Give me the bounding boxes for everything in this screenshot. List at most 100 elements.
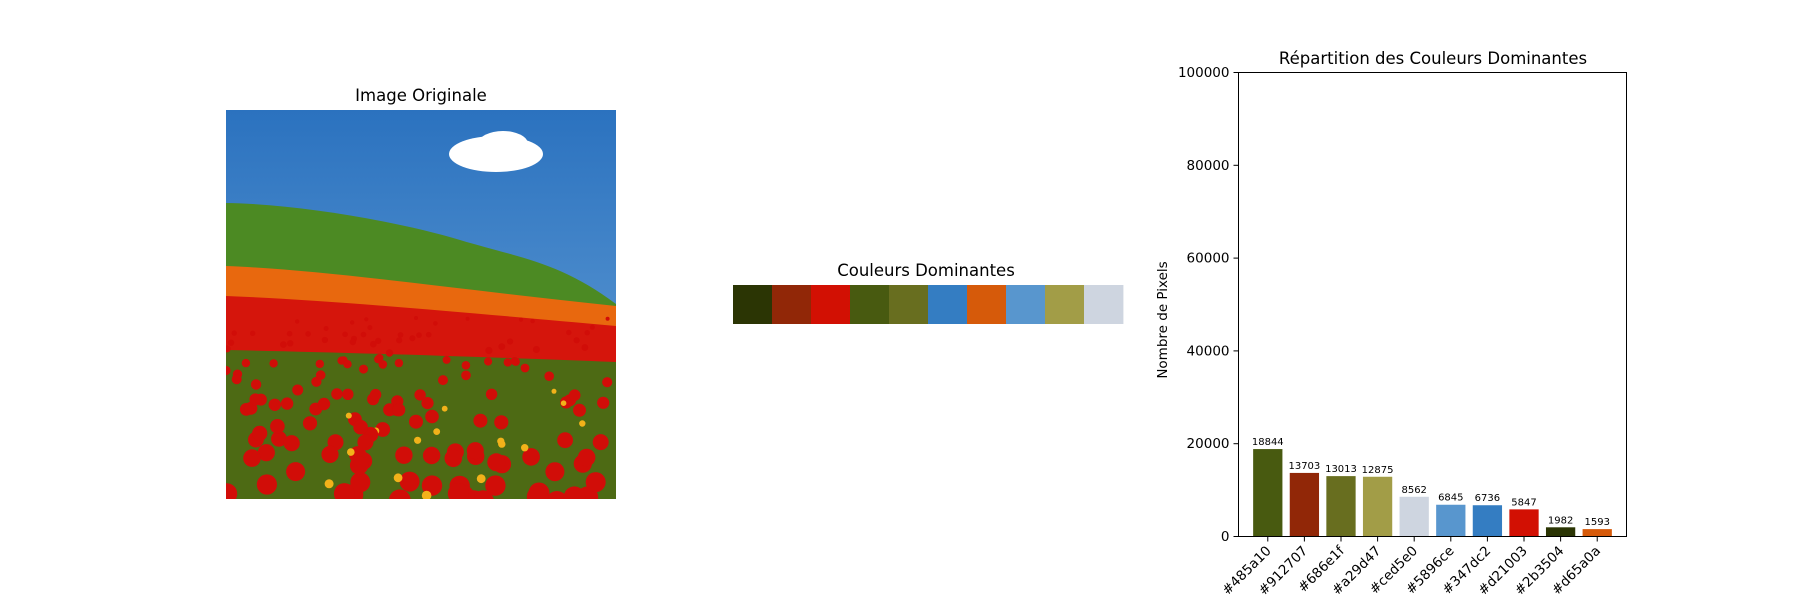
poppy-flower [226, 483, 238, 499]
bars: 18844 13703 13013 12875 8562 6845 6736 5847 1982… [1252, 437, 1612, 537]
poppy-flower [349, 456, 369, 475]
palette-strip [733, 285, 1124, 324]
bar-value-label: 18844 [1252, 437, 1284, 448]
poppy-flower [286, 462, 306, 482]
poppy-flower [226, 365, 231, 376]
poppy-flower [421, 397, 434, 410]
poppy-flower [342, 388, 354, 400]
poppy-flower [530, 318, 535, 324]
bar-value-label: 1593 [1584, 517, 1609, 528]
poppy-flower [522, 448, 540, 466]
poppy-flower [283, 435, 300, 452]
poppy-flower [231, 374, 242, 385]
poppy-flower [350, 320, 355, 325]
bar [1326, 476, 1356, 537]
yellow-flower [497, 437, 505, 445]
poppy-flower [375, 422, 391, 437]
poppy-flower [227, 339, 235, 346]
y-tick-label: 80000 [1187, 158, 1230, 174]
bar [1472, 505, 1503, 537]
poppy-flower [498, 343, 506, 350]
palette-swatch [850, 285, 890, 324]
poppy-flower [333, 483, 355, 499]
palette-swatch [1045, 285, 1085, 324]
bar-value-label: 6736 [1475, 493, 1500, 504]
poppy-flower [461, 370, 471, 381]
bar-chart: Répartition des Couleurs Dominantes Nomb… [1155, 49, 1627, 599]
cloud [449, 131, 543, 172]
poppy-flower [280, 341, 287, 348]
y-axis: 0 20000 40000 60000 80000 100000 [1178, 65, 1239, 545]
poppy-flower [447, 483, 469, 499]
poppy-flower [494, 415, 509, 430]
yellow-flower [393, 473, 403, 483]
poppy-flower [292, 384, 304, 396]
poppy-flower [563, 486, 586, 499]
poppy-flower [573, 337, 580, 344]
bar-value-label: 6845 [1438, 493, 1463, 504]
poppy-flower [270, 419, 285, 434]
poppy-flower [252, 425, 268, 441]
y-tick-label: 40000 [1187, 343, 1230, 359]
poppy-flower [466, 442, 484, 460]
palette-swatch [928, 285, 968, 324]
poppy-flower [507, 338, 514, 345]
yellow-flower [324, 479, 334, 489]
yellow-flower [228, 497, 235, 499]
poppy-flower [465, 316, 470, 321]
poppy-flower [438, 375, 448, 386]
poppy-flower [315, 370, 326, 380]
poppy-flower [397, 332, 404, 338]
poppy-flower [409, 335, 416, 342]
poppy-flower [532, 346, 540, 353]
poppy-flower [321, 445, 339, 463]
poppy-flower [589, 324, 595, 330]
poppy-flower [416, 332, 422, 338]
poppy-flower [241, 358, 251, 368]
poppy-flower [557, 432, 573, 449]
poppy-flower [414, 316, 418, 320]
yellow-flower [421, 490, 432, 499]
poppy-flower [364, 317, 369, 322]
poppy-flower [485, 475, 506, 496]
poppy-flower [331, 388, 343, 400]
poppy-flower [250, 379, 262, 390]
poppy-flower [357, 434, 374, 451]
poppy-flower [392, 403, 406, 417]
poppy-flower [573, 403, 586, 417]
original-image [226, 110, 616, 499]
poppy-flower [605, 316, 610, 321]
palette-panel-title: Couleurs Dominantes [837, 261, 1015, 280]
poppy-flower [388, 489, 411, 499]
poppy-flower [485, 388, 498, 400]
poppy-flower [257, 444, 275, 462]
bar [1582, 529, 1612, 537]
poppy-flower [350, 472, 371, 493]
poppy-flower [602, 377, 613, 388]
poppy-flower [353, 419, 368, 435]
poppy-flower [286, 330, 293, 337]
poppy-flower [461, 361, 471, 370]
palette-panel: Couleurs Dominantes [733, 261, 1124, 324]
poppy-flower [546, 491, 568, 499]
poppy-flower [422, 446, 441, 465]
poppy-flower [396, 337, 403, 344]
poppy-flower [321, 336, 328, 344]
poppy-flower [592, 434, 609, 451]
poppy-flower [518, 317, 524, 322]
bar-value-label: 13703 [1288, 461, 1320, 472]
poppy-flower [305, 331, 311, 337]
palette-swatch [1006, 285, 1046, 324]
poppy-flower [409, 414, 423, 429]
poppy-flower [359, 364, 368, 374]
poppy-flower [510, 357, 519, 366]
yellow-flower [345, 412, 352, 419]
palette-swatch [1084, 285, 1124, 324]
bar [1253, 449, 1283, 537]
poppy-flower [485, 346, 493, 355]
poppy-flower [597, 396, 610, 409]
poppy-flower [374, 355, 383, 364]
palette-swatch [811, 285, 851, 324]
chart-title: Répartition des Couleurs Dominantes [1279, 49, 1587, 68]
